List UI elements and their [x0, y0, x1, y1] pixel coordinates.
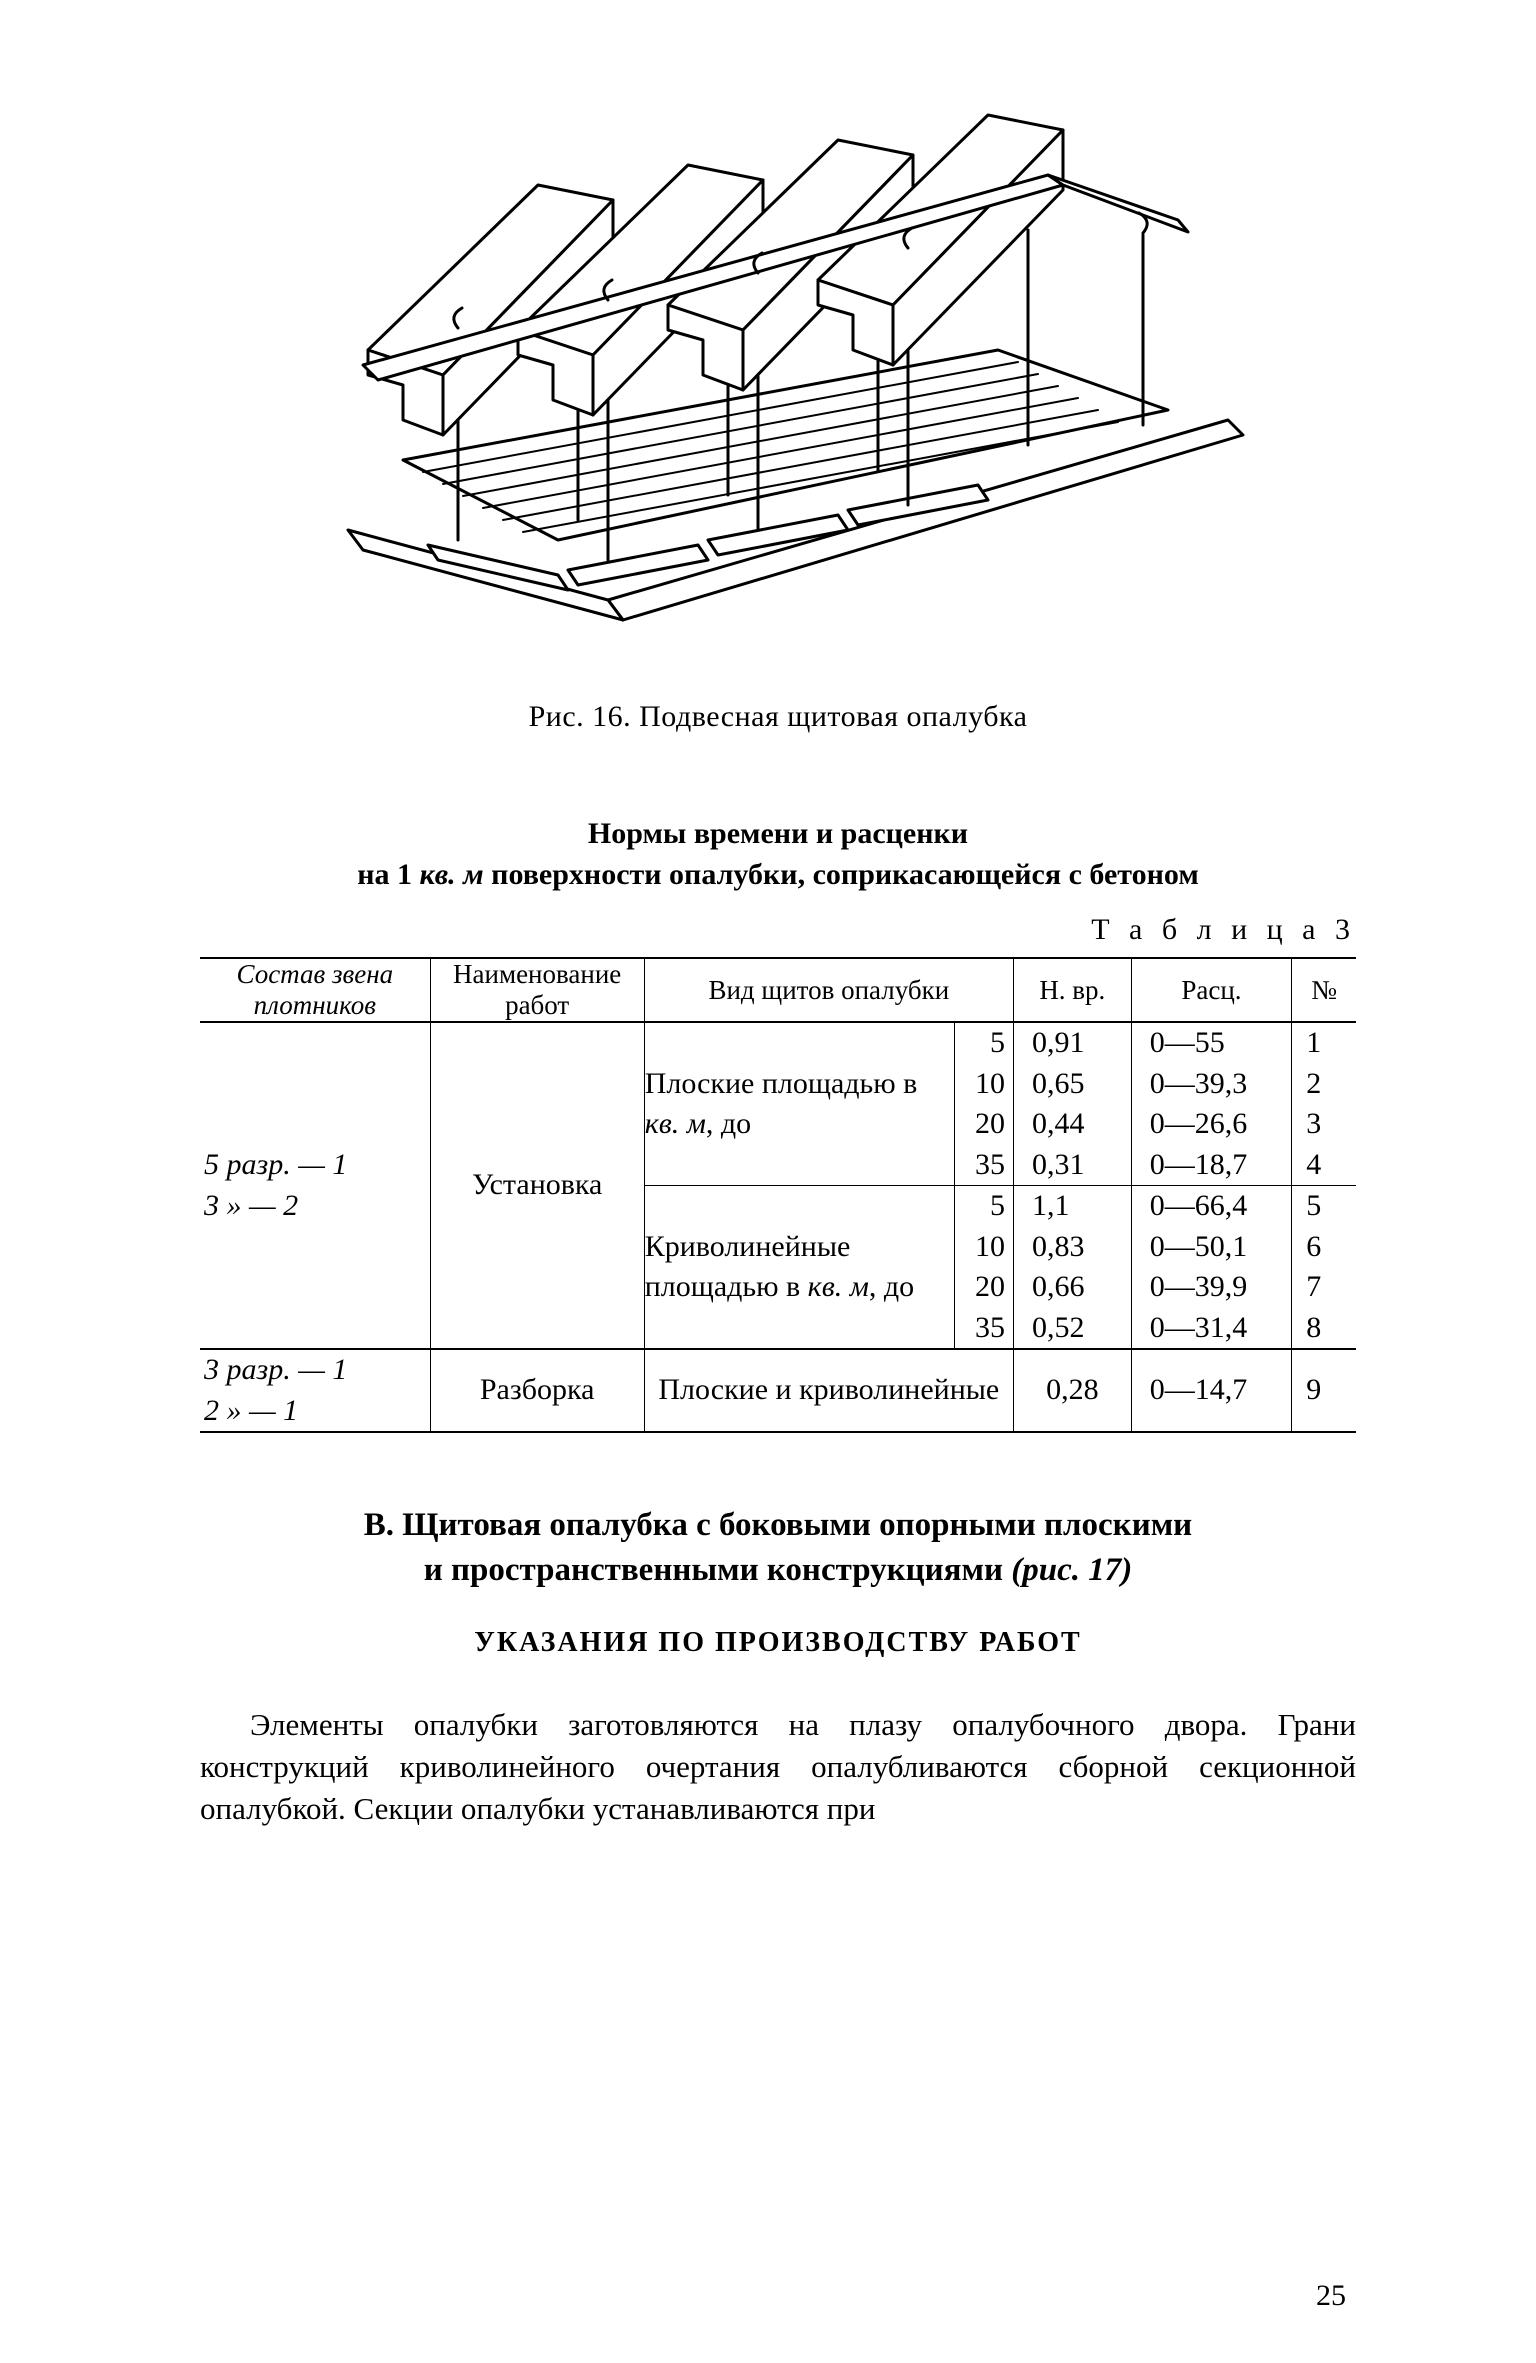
- figure-caption-text: Подвесная щитовая опалубка: [639, 700, 1027, 733]
- figure-caption: Рис. 16. Подвесная щитовая опалубка: [200, 700, 1356, 734]
- num-val: 8: [1306, 1308, 1356, 1349]
- page-number: 25: [1316, 2279, 1346, 2313]
- crew1-l1: 5 разр. — 1: [204, 1148, 347, 1181]
- hdr-work: Наименование работ: [430, 958, 644, 1022]
- type-cell-2: Криволинейные площадью в кв. м, до: [644, 1186, 954, 1350]
- sizes-cell-1: 5 10 20 35: [955, 1022, 1014, 1186]
- table-row: 3 разр. — 1 2 » — 1 Разборка Плоские и к…: [200, 1349, 1356, 1432]
- work-cell-1: Установка: [430, 1022, 644, 1349]
- size-val: 10: [955, 1227, 1005, 1268]
- rate-val: 0—26,6: [1150, 1104, 1292, 1145]
- crew-cell-2: 3 разр. — 1 2 » — 1: [200, 1349, 430, 1432]
- figure-16: [200, 100, 1356, 660]
- crew2-l2: 2 » — 1: [204, 1394, 298, 1427]
- type2-ital: кв. м: [808, 1270, 869, 1303]
- hvr-val: 1,1: [1032, 1186, 1131, 1227]
- rate-val: 0—39,9: [1150, 1267, 1292, 1308]
- hdr-crew: Состав звена плотников: [200, 958, 430, 1022]
- rate-val: 0—18,7: [1150, 1145, 1292, 1186]
- num-val: 6: [1306, 1227, 1356, 1268]
- formwork-diagram: [308, 100, 1248, 660]
- document-page: Рис. 16. Подвесная щитовая опалубка Норм…: [0, 0, 1536, 2363]
- type-cell-1: Плоские площадью в кв. м, до: [644, 1022, 954, 1186]
- norms-l2-post: поверхности опалубки, соприкасающейся с …: [484, 858, 1199, 891]
- hvr-val: 0,31: [1032, 1145, 1131, 1186]
- size-val: 5: [955, 1186, 1005, 1227]
- num-val: 4: [1306, 1145, 1356, 1186]
- hdr-type: Вид щитов опалубки: [644, 958, 1013, 1022]
- norms-title-line2: на 1 кв. м поверхности опалубки, соприка…: [200, 855, 1356, 896]
- rate-cell-2: 0—66,4 0—50,1 0—39,9 0—31,4: [1131, 1186, 1292, 1350]
- table-header-row: Состав звена плотников Наименование рабо…: [200, 958, 1356, 1022]
- rate-val: 0—55: [1150, 1023, 1292, 1064]
- section-heading-l2-pre: и пространственными конструкциями: [424, 1552, 1012, 1588]
- section-heading-l2: и пространственными конструкциями (рис. …: [200, 1548, 1356, 1593]
- section-heading-l2-ref: (рис. 17): [1011, 1552, 1132, 1588]
- rate-val: 0—39,3: [1150, 1064, 1292, 1105]
- num-val: 1: [1306, 1023, 1356, 1064]
- norms-title: Нормы времени и расценки на 1 кв. м пове…: [200, 814, 1356, 895]
- norms-table: Состав звена плотников Наименование рабо…: [200, 957, 1356, 1433]
- rate-cell-1: 0—55 0—39,3 0—26,6 0—18,7: [1131, 1022, 1292, 1186]
- rate-cell-3: 0—14,7: [1131, 1349, 1292, 1432]
- rate-val: 0—31,4: [1150, 1308, 1292, 1349]
- hvr-cell-1: 0,91 0,65 0,44 0,31: [1013, 1022, 1131, 1186]
- figure-caption-prefix: Рис. 16.: [529, 700, 632, 733]
- section-subheading: УКАЗАНИЯ ПО ПРОИЗВОДСТВУ РАБОТ: [200, 1627, 1356, 1659]
- table-label: Т а б л и ц а 3: [200, 913, 1356, 947]
- size-val: 20: [955, 1267, 1005, 1308]
- type-cell-3: Плоские и криволинейные: [644, 1349, 1013, 1432]
- sizes-cell-2: 5 10 20 35: [955, 1186, 1014, 1350]
- type1-desc: Плоские площадью в: [645, 1067, 918, 1100]
- size-val: 35: [955, 1145, 1005, 1186]
- size-val: 5: [955, 1023, 1005, 1064]
- num-val: 2: [1306, 1064, 1356, 1105]
- table-row: 5 разр. — 1 3 » — 2 Установка Плоские пл…: [200, 1022, 1356, 1186]
- crew-cell-1: 5 разр. — 1 3 » — 2: [200, 1022, 430, 1349]
- norms-l2-pre: на 1: [357, 858, 419, 891]
- norms-title-line1: Нормы времени и расценки: [200, 814, 1356, 855]
- num-val: 5: [1306, 1186, 1356, 1227]
- type2-post: , до: [869, 1270, 914, 1303]
- rate-val: 0—50,1: [1150, 1227, 1292, 1268]
- num-cell-2: 5 6 7 8: [1292, 1186, 1356, 1350]
- crew2-l1: 3 разр. — 1: [204, 1353, 347, 1386]
- num-cell-3: 9: [1292, 1349, 1356, 1432]
- hvr-val: 0,91: [1032, 1023, 1131, 1064]
- hvr-val: 0,65: [1032, 1064, 1131, 1105]
- section-heading-l1: В. Щитовая опалубка с боковыми опорными …: [200, 1503, 1356, 1548]
- num-val: 7: [1306, 1267, 1356, 1308]
- type1-post: , до: [706, 1107, 751, 1140]
- section-heading: В. Щитовая опалубка с боковыми опорными …: [200, 1503, 1356, 1592]
- norms-l2-ital: кв. м: [420, 858, 484, 891]
- hdr-hvr: Н. вр.: [1013, 958, 1131, 1022]
- hvr-val: 0,44: [1032, 1104, 1131, 1145]
- hvr-val: 0,66: [1032, 1267, 1131, 1308]
- num-cell-1: 1 2 3 4: [1292, 1022, 1356, 1186]
- hdr-rate: Расц.: [1131, 958, 1292, 1022]
- work-cell-2: Разборка: [430, 1349, 644, 1432]
- hvr-cell-2: 1,1 0,83 0,66 0,52: [1013, 1186, 1131, 1350]
- crew1-l2: 3 » — 2: [204, 1189, 298, 1222]
- rate-val: 0—66,4: [1150, 1186, 1292, 1227]
- size-val: 10: [955, 1064, 1005, 1105]
- num-val: 3: [1306, 1104, 1356, 1145]
- size-val: 20: [955, 1104, 1005, 1145]
- size-val: 35: [955, 1308, 1005, 1349]
- hvr-cell-3: 0,28: [1013, 1349, 1131, 1432]
- body-paragraph: Элементы опалубки заготовляются на плазу…: [200, 1704, 1356, 1830]
- type1-ital: кв. м: [645, 1107, 706, 1140]
- hvr-val: 0,83: [1032, 1227, 1131, 1268]
- hvr-val: 0,52: [1032, 1308, 1131, 1349]
- hdr-num: №: [1292, 958, 1356, 1022]
